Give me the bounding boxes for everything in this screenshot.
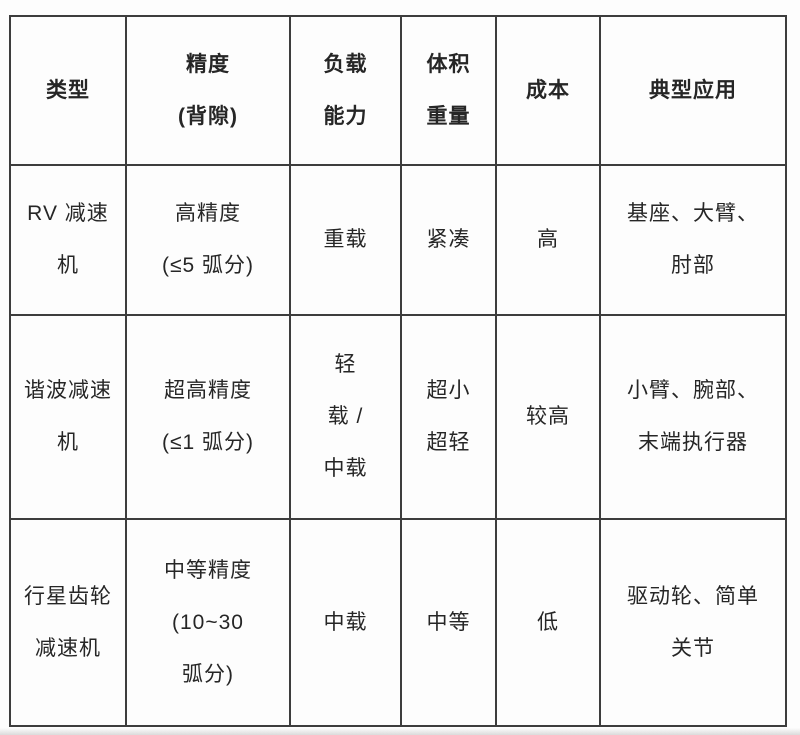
cell-load: 轻 载 / 中载 (289, 314, 402, 520)
cell-precision: 高精度 (≤5 弧分) (125, 164, 291, 316)
cell-load: 中载 (289, 518, 402, 727)
header-cell-load: 负载 能力 (289, 15, 402, 166)
cell-precision: 超高精度 (≤1 弧分) (125, 314, 291, 520)
header-cell-cost: 成本 (495, 15, 601, 166)
cell-load: 重载 (289, 164, 402, 316)
cell-cost: 低 (495, 518, 601, 727)
cell-cost: 较高 (495, 314, 601, 520)
cell-type: 谐波减速 机 (9, 314, 127, 520)
cell-type: RV 减速 机 (9, 164, 127, 316)
header-cell-size: 体积 重量 (400, 15, 497, 166)
cell-type: 行星齿轮 减速机 (9, 518, 127, 727)
table-row-harmonic-reducer: 谐波减速 机 超高精度 (≤1 弧分) 轻 载 / 中载 超小 超轻 较高 小臂… (9, 314, 787, 520)
reducer-comparison-table: 类型 精度 (背隙) 负载 能力 体积 重量 成本 典型应用 RV 减速 机 高… (9, 15, 787, 727)
cell-cost: 高 (495, 164, 601, 316)
table-row-planetary-reducer: 行星齿轮 减速机 中等精度 (10~30 弧分) 中载 中等 低 驱动轮、简单 … (9, 518, 787, 727)
cell-precision: 中等精度 (10~30 弧分) (125, 518, 291, 727)
bottom-edge-shadow (0, 728, 800, 735)
cell-applications: 基座、大臂、 肘部 (599, 164, 787, 316)
cell-size: 超小 超轻 (400, 314, 497, 520)
header-cell-type: 类型 (9, 15, 127, 166)
table-header-row: 类型 精度 (背隙) 负载 能力 体积 重量 成本 典型应用 (9, 15, 787, 166)
table-row-rv-reducer: RV 减速 机 高精度 (≤5 弧分) 重载 紧凑 高 基座、大臂、 肘部 (9, 164, 787, 316)
cell-size: 紧凑 (400, 164, 497, 316)
cell-applications: 驱动轮、简单 关节 (599, 518, 787, 727)
cell-applications: 小臂、腕部、 末端执行器 (599, 314, 787, 520)
header-cell-applications: 典型应用 (599, 15, 787, 166)
cell-size: 中等 (400, 518, 497, 727)
header-cell-precision: 精度 (背隙) (125, 15, 291, 166)
